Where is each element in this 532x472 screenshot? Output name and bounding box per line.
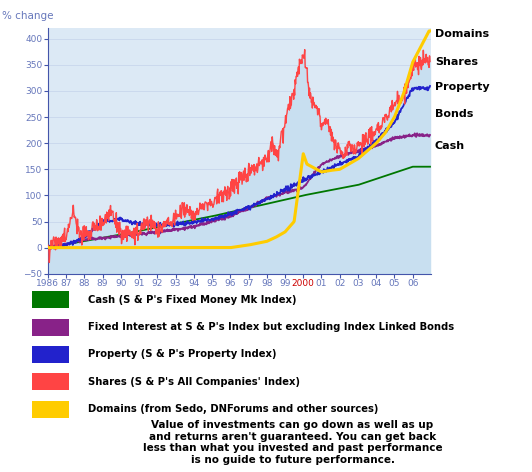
Text: Value of investments can go down as well as up
and returns aren't guaranteed. Yo: Value of investments can go down as well… — [143, 420, 443, 465]
Text: Fixed Interest at S & P's Index but excluding Index Linked Bonds: Fixed Interest at S & P's Index but excl… — [88, 322, 454, 332]
Text: Cash (S & P's Fixed Money Mk Index): Cash (S & P's Fixed Money Mk Index) — [88, 295, 296, 305]
Text: Shares (S & P's All Companies' Index): Shares (S & P's All Companies' Index) — [88, 377, 300, 387]
Text: Domains: Domains — [435, 28, 489, 39]
Text: Bonds: Bonds — [435, 110, 473, 119]
Text: Shares: Shares — [435, 57, 478, 67]
Text: % change: % change — [2, 11, 53, 21]
Text: Domains (from Sedo, DNForums and other sources): Domains (from Sedo, DNForums and other s… — [88, 404, 378, 414]
Text: Cash: Cash — [435, 141, 465, 151]
Text: Property (S & P's Property Index): Property (S & P's Property Index) — [88, 349, 276, 360]
Text: Property: Property — [435, 82, 489, 92]
